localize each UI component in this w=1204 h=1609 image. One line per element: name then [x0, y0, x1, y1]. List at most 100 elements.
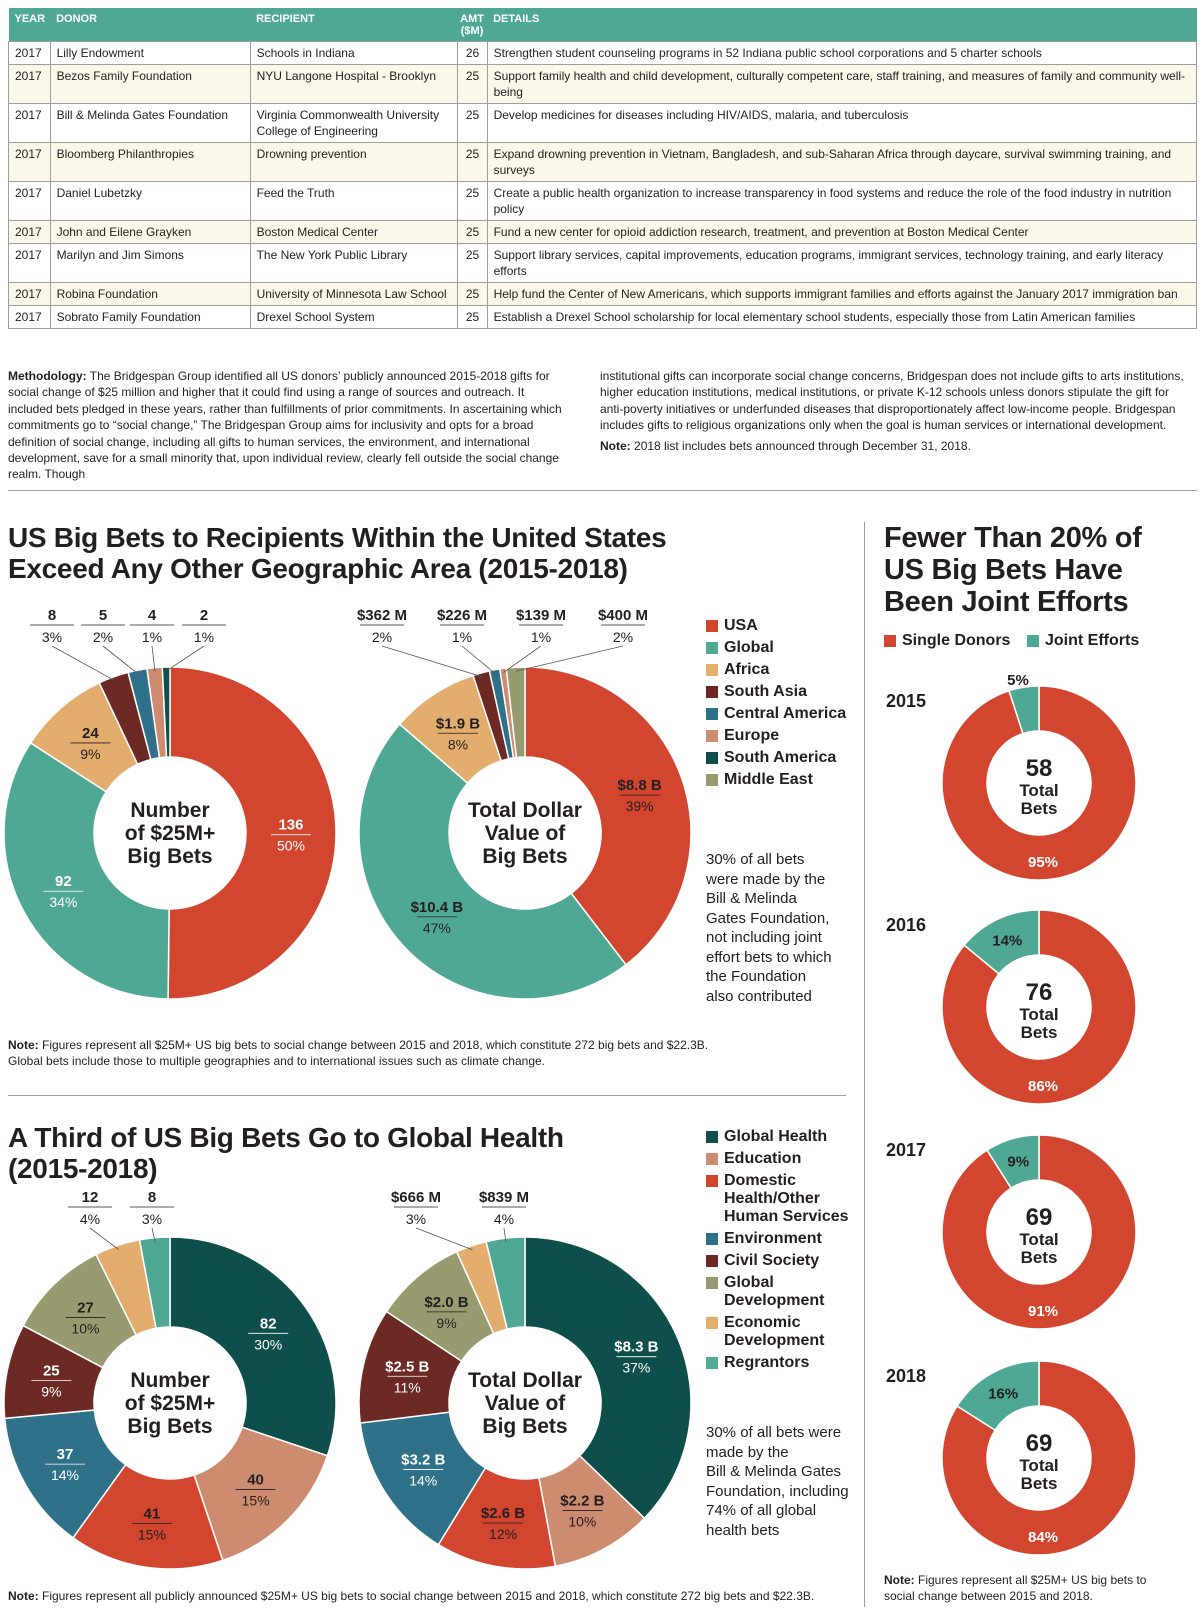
slice-value-label: $8.8 B [617, 777, 661, 794]
legend-swatch [706, 752, 718, 764]
text-line: made by the [706, 1443, 789, 1461]
slice-pct-label: 10% [568, 1514, 596, 1530]
leader-line [415, 1227, 473, 1251]
slice-value-label: $10.4 B [411, 899, 464, 916]
total-bets-label: Total [1019, 1456, 1058, 1475]
table-row: 2017 Sobrato Family Foundation Drexel Scho… [8, 305, 1198, 329]
total-bets-value: 58 [1026, 755, 1053, 782]
single-pct-label: 95% [1028, 854, 1058, 871]
legend-label: Middle East [724, 771, 813, 788]
legend-item: Europe [706, 727, 856, 745]
legend-swatch [706, 642, 718, 654]
legend-item: Central America [706, 705, 856, 723]
slice-value-label: 5 [99, 607, 107, 624]
slice-pct-label: 12% [489, 1526, 517, 1542]
legend-swatch [706, 730, 718, 742]
col-header-details: DETAILS [487, 8, 1197, 42]
legend-label: Central America [724, 705, 847, 722]
slice-value-label: $3.2 B [401, 1451, 445, 1468]
slice-usa [524, 666, 692, 966]
slice-pct-label: 2% [372, 629, 392, 645]
donut-chart: $8.3 B 37% $2.2 B 10% $2.6 B 12% $3.2 B 14% $2.5… [358, 1189, 692, 1570]
cell-recipient: Boston Medical Center [249, 220, 458, 244]
donut-center-label: Total Dollar [468, 1369, 582, 1392]
slice-domestic-health-other-human-services [72, 1463, 224, 1570]
slice-joint-efforts [956, 1360, 1040, 1432]
slice-value-label: 8 [148, 1189, 156, 1206]
legend-label: Civil Society [724, 1252, 820, 1269]
legend-item: Civil Society [706, 1252, 856, 1270]
slice-pct-label: 3% [142, 1211, 162, 1227]
table-row: 2017 Bloomberg Philanthropies Drowning pre… [8, 142, 1198, 182]
section-divider [8, 490, 1197, 491]
text-line: not including joint [706, 929, 822, 946]
slice-value-label: 27 [77, 1299, 94, 1316]
methodology-right: institutional gifts can incorporate soci… [600, 368, 1185, 454]
legend-swatch [706, 774, 718, 786]
slice-pct-label: 15% [138, 1527, 166, 1543]
col-header-recipient: RECIPIENT [250, 8, 458, 42]
cell-year: 2017 [8, 181, 51, 221]
slice-value-label: $2.5 B [385, 1358, 429, 1375]
total-bets-label: Bets [1021, 1248, 1058, 1267]
text-line: 30% of all bets were [706, 1424, 842, 1441]
text-line: health bets [706, 1521, 780, 1539]
text-line: Been Joint Efforts [884, 586, 1129, 618]
slice-value-label: $839 M [479, 1189, 529, 1206]
column-divider [864, 522, 865, 1607]
slice-value-label: 40 [247, 1472, 264, 1489]
slice-value-label: $139 M [516, 607, 566, 624]
legend-swatch [706, 1277, 718, 1289]
cell-year: 2017 [8, 220, 51, 244]
slice-middle-east [505, 666, 526, 759]
cell-amt: 25 [456, 220, 488, 244]
slice-pct-label: 9% [41, 1383, 61, 1399]
slice-pct-label: 4% [80, 1211, 100, 1227]
slice-pct-label: 30% [254, 1336, 282, 1352]
legend-item: South Asia [706, 683, 856, 701]
cell-details: Develop medicines for diseases including… [486, 103, 1198, 143]
total-bets-value: 69 [1026, 1204, 1053, 1231]
donut-center-label: Big Bets [127, 1415, 212, 1438]
legend-label: Global Development [724, 1274, 825, 1309]
leader-line [515, 645, 624, 672]
donut-center-label: Big Bets [482, 1415, 567, 1438]
slice-pct-label: 39% [626, 798, 654, 814]
cell-amt: 25 [456, 64, 488, 104]
methodology-text-right: institutional gifts can incorporate soci… [600, 369, 1184, 433]
slice-value-label: $2.6 B [481, 1505, 525, 1522]
slice-pct-label: 1% [452, 629, 472, 645]
slice-joint-efforts [963, 909, 1040, 975]
cell-donor: Sobrato Family Foundation [49, 305, 251, 329]
legend-label: Education [724, 1150, 802, 1167]
joint-note-line: Figures represent all $25M+ US big bets … [918, 1573, 1147, 1587]
legend-item: Global [706, 639, 856, 657]
donut-center-label: Value of [485, 1392, 567, 1415]
donut-center-label: of $25M+ [125, 822, 215, 845]
legend-item: Regrantors [706, 1354, 856, 1372]
cell-year: 2017 [8, 305, 51, 329]
text-line: Gates Foundation, [706, 909, 830, 927]
slice-pct-label: 15% [242, 1493, 270, 1509]
cell-details: Help fund the Center of New Americans, w… [486, 282, 1198, 306]
legend-swatch [706, 686, 718, 698]
slice-environment [3, 1409, 127, 1539]
cell-details: Fund a new center for opioid addiction r… [486, 220, 1198, 244]
area-side-text: 30% of all bets were made by the Bill & Me… [706, 1423, 866, 1540]
legend-swatch [706, 1233, 718, 1245]
slice-pct-label: 50% [277, 838, 305, 854]
col-header-donor: DONOR [50, 8, 251, 42]
geo-note-line2: Global bets include those to multiple ge… [8, 1054, 545, 1068]
table-row: 2017 Robina Foundation University of Minne… [8, 282, 1198, 306]
slice-value-label: 41 [144, 1506, 161, 1523]
single-donors-label: Single Donors [902, 632, 1011, 649]
cell-year: 2017 [8, 243, 51, 283]
total-bets-label: Bets [1021, 1474, 1058, 1493]
slice-value-label: 12 [82, 1189, 99, 1206]
methodology-note-label: Note: [600, 438, 631, 453]
text-line: Bill & Melinda [706, 890, 797, 907]
slice-value-label: 4 [148, 607, 157, 624]
